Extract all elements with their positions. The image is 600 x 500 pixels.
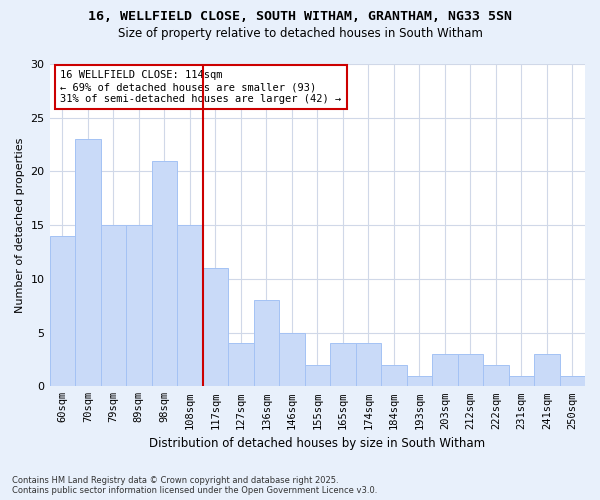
Bar [458, 354, 483, 386]
Bar [228, 344, 254, 386]
Bar [432, 354, 458, 386]
Bar [177, 225, 203, 386]
X-axis label: Distribution of detached houses by size in South Witham: Distribution of detached houses by size … [149, 437, 485, 450]
Y-axis label: Number of detached properties: Number of detached properties [15, 138, 25, 313]
Text: 16, WELLFIELD CLOSE, SOUTH WITHAM, GRANTHAM, NG33 5SN: 16, WELLFIELD CLOSE, SOUTH WITHAM, GRANT… [88, 10, 512, 23]
Bar [254, 300, 279, 386]
Bar [483, 365, 509, 386]
Bar [305, 365, 330, 386]
Bar [203, 268, 228, 386]
Bar [534, 354, 560, 386]
Bar [75, 139, 101, 386]
Bar [330, 344, 356, 386]
Bar [50, 236, 75, 386]
Bar [101, 225, 126, 386]
Bar [152, 160, 177, 386]
Text: Contains HM Land Registry data © Crown copyright and database right 2025.
Contai: Contains HM Land Registry data © Crown c… [12, 476, 377, 495]
Bar [356, 344, 381, 386]
Bar [407, 376, 432, 386]
Bar [381, 365, 407, 386]
Bar [279, 332, 305, 386]
Text: 16 WELLFIELD CLOSE: 114sqm
← 69% of detached houses are smaller (93)
31% of semi: 16 WELLFIELD CLOSE: 114sqm ← 69% of deta… [60, 70, 341, 104]
Text: Size of property relative to detached houses in South Witham: Size of property relative to detached ho… [118, 28, 482, 40]
Bar [509, 376, 534, 386]
Bar [126, 225, 152, 386]
Bar [560, 376, 585, 386]
